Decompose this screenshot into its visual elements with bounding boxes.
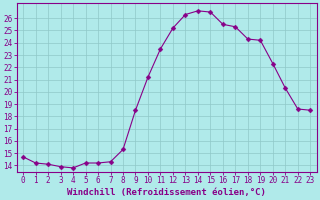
X-axis label: Windchill (Refroidissement éolien,°C): Windchill (Refroidissement éolien,°C) xyxy=(67,188,266,197)
